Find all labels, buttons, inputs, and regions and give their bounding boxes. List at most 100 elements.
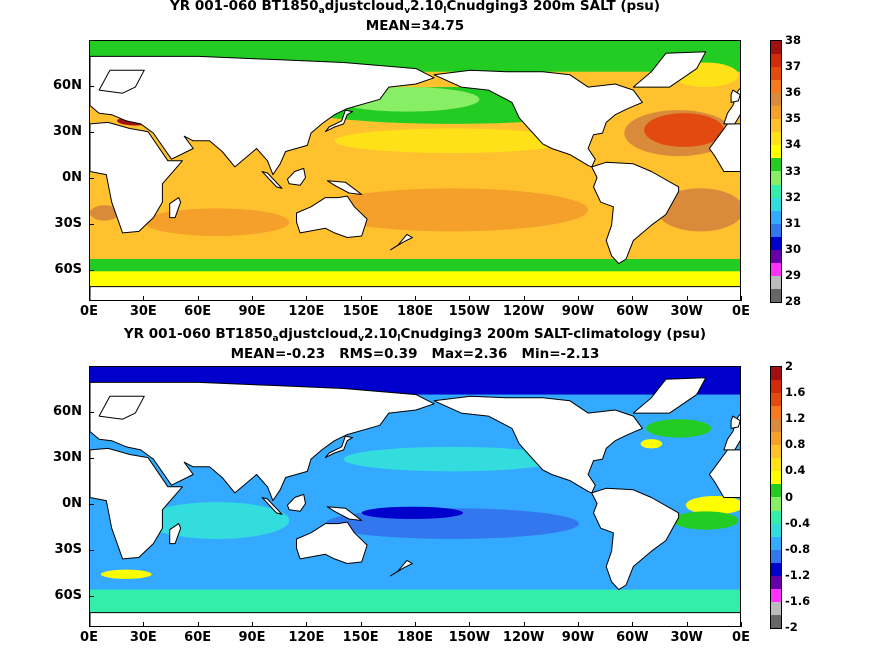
colorbar-segment	[771, 275, 781, 289]
lon-tick	[415, 296, 416, 301]
colorbar-segment	[771, 132, 781, 146]
north-pacific-gyre	[334, 128, 570, 154]
colorbar-segment	[771, 575, 781, 589]
lat-label: 30S	[54, 216, 82, 232]
colorbar-segment	[771, 106, 781, 120]
lon-label: 180E	[396, 304, 434, 319]
colorbar-segment	[771, 471, 781, 485]
colorbar-label: 31	[785, 215, 802, 230]
subpolar-atlantic-anom	[646, 419, 712, 438]
land-africaW	[708, 123, 740, 172]
salinity-colorbar	[770, 40, 782, 303]
lon-tick	[686, 622, 688, 627]
lon-tick	[578, 622, 579, 627]
colorbar-segment	[771, 484, 781, 498]
south-indian-max	[144, 208, 290, 236]
lat-label: 30N	[53, 450, 82, 466]
land-uk	[730, 415, 740, 429]
land-namerica	[433, 395, 643, 494]
colorbar-segment	[771, 145, 781, 159]
land-newguinea	[326, 180, 363, 195]
colorbar-segment	[771, 80, 781, 94]
salinity-anomaly-map	[89, 366, 741, 627]
land-uk	[730, 89, 740, 103]
lat-tick	[89, 412, 94, 414]
colorbar-segment	[771, 562, 781, 576]
colorbar-segment	[771, 262, 781, 276]
colorbar-segment	[771, 536, 781, 550]
colorbar-segment	[771, 367, 781, 381]
colorbar-label: 29	[785, 267, 802, 282]
lon-label: 120E	[288, 304, 325, 319]
lon-label: 90E	[238, 304, 266, 319]
lon-label: 180E	[396, 630, 434, 645]
colorbar-segment	[771, 249, 781, 263]
land-africa	[90, 447, 183, 560]
salinity-map	[89, 40, 741, 301]
north-pacific-anom	[343, 446, 561, 472]
colorbar-label: 0.8	[785, 437, 806, 452]
colorbar-label: 0	[785, 489, 794, 504]
land-madagascar	[169, 197, 182, 219]
equatorial-atlantic-salty	[685, 495, 740, 515]
colorbar-segment	[771, 288, 781, 302]
panel2-title: YR 001-060 BT1850adjustcloudv2.10lCnudgi…	[123, 326, 707, 344]
lat-tick	[89, 224, 94, 226]
lon-tick	[252, 296, 253, 301]
colorbar-segment	[771, 67, 781, 81]
colorbar-segment	[771, 197, 781, 211]
land-australia	[296, 195, 368, 238]
land-greenland	[632, 377, 707, 414]
land-eurasia	[90, 55, 435, 176]
lon-label: 150W	[448, 630, 491, 645]
gulf-stream-anom	[640, 439, 663, 449]
colorbar-segment	[771, 236, 781, 250]
colorbar-segment	[771, 406, 781, 420]
colorbar-label: 36	[785, 85, 802, 100]
panel2-subtitle: MEAN=-0.23 RMS=0.39 Max=2.36 Min=-2.13	[230, 346, 600, 362]
panel1-title: YR 001-060 BT1850adjustcloudv2.10lCnudgi…	[169, 0, 661, 16]
south-pacific-max	[316, 188, 589, 232]
lon-tick	[360, 296, 362, 301]
lon-tick	[632, 296, 634, 301]
colorbar-segment	[771, 614, 781, 628]
lat-tick	[89, 178, 94, 180]
lon-label: 90W	[561, 630, 595, 645]
colorbar-label: 35	[785, 111, 802, 126]
colorbar-label: -1.6	[785, 593, 811, 608]
lon-label: 150E	[342, 630, 379, 645]
lon-label: 0E	[80, 630, 98, 645]
lat-label: 60S	[54, 588, 82, 604]
lon-tick	[89, 622, 90, 627]
colorbar-segment	[771, 601, 781, 615]
colorbar-segment	[771, 158, 781, 172]
warm-pool-fresh	[361, 506, 464, 519]
lon-tick	[252, 622, 253, 627]
lat-tick	[89, 550, 94, 552]
land-madagascar	[169, 523, 182, 545]
lon-tick	[686, 296, 688, 301]
colorbar-segment	[771, 210, 781, 224]
land-sumatra	[261, 171, 283, 189]
colorbar-segment	[771, 171, 781, 185]
lon-tick	[143, 622, 145, 627]
lat-label: 60N	[53, 78, 82, 94]
land-scandinavia	[98, 395, 145, 420]
colorbar-label: 1.6	[785, 385, 806, 400]
colorbar-label: 32	[785, 189, 802, 204]
lon-tick	[306, 296, 308, 301]
lat-tick	[89, 458, 94, 460]
indian-anom	[144, 502, 290, 539]
land-scandinavia	[98, 69, 145, 94]
colorbar-label: 30	[785, 241, 802, 256]
colorbar-label: 38	[785, 33, 802, 47]
colorbar-label: -1.2	[785, 567, 811, 582]
lon-label: 120E	[288, 630, 325, 645]
lon-label: 90W	[561, 304, 595, 319]
lon-label: 30W	[670, 304, 703, 319]
lon-label: 30E	[129, 630, 157, 645]
colorbar-label: -0.4	[785, 515, 811, 530]
land-borneo	[286, 167, 306, 186]
lon-tick	[523, 296, 525, 301]
lat-tick	[89, 596, 94, 598]
